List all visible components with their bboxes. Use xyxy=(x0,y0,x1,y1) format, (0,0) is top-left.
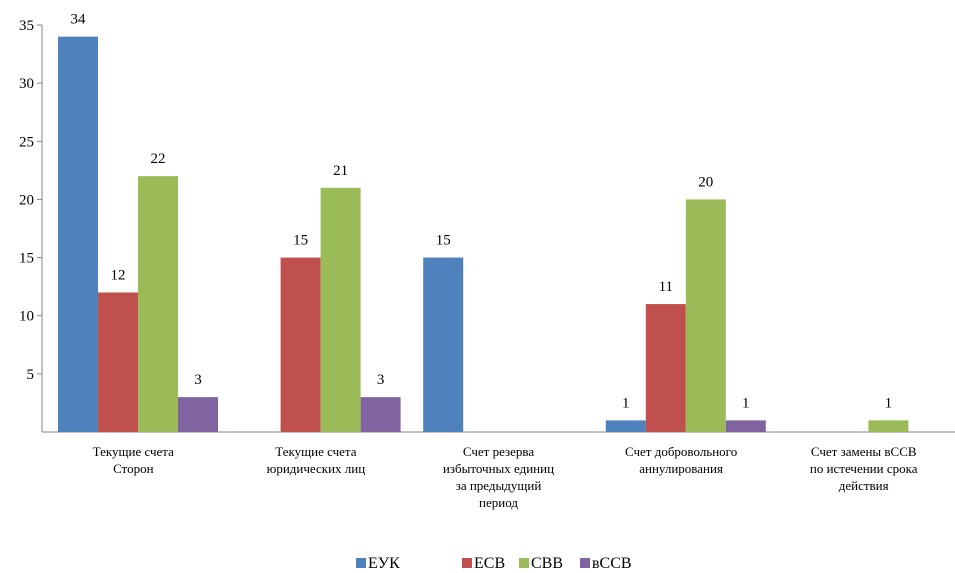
x-category-label-line: Счет добровольного xyxy=(625,444,737,459)
data-label: 3 xyxy=(377,372,385,388)
x-category-label-line: Счет резерва xyxy=(463,444,535,459)
bar xyxy=(725,420,766,432)
bar xyxy=(645,304,686,432)
data-label: 34 xyxy=(71,12,87,28)
y-tick-label: 30 xyxy=(19,76,34,92)
bar xyxy=(685,199,726,432)
legend-swatch xyxy=(580,558,590,568)
y-tick-label: 35 xyxy=(19,18,34,34)
data-label: 11 xyxy=(659,279,673,295)
x-category-label: Текущие счета Сторон xyxy=(93,444,174,476)
x-category-label-line: избыточных единиц xyxy=(443,461,554,476)
data-label: 22 xyxy=(151,151,166,167)
x-category-label: Счет резерва избыточных единиц за предыдущ… xyxy=(443,444,554,510)
y-tick-label: 25 xyxy=(19,134,34,150)
bar xyxy=(868,420,909,432)
bar xyxy=(178,397,218,432)
x-category-label-line: по истечении срока xyxy=(810,461,918,476)
x-category-label-line: Текущие счета xyxy=(93,444,174,459)
x-category-label-line: за предыдущий xyxy=(456,478,542,493)
legend-label: СВВ xyxy=(531,555,563,572)
x-category-label-line: действия xyxy=(839,478,889,493)
x-category-label: Счет замены вССВ по истечении срока действ… xyxy=(810,444,918,493)
x-category-label-line: Текущие счета xyxy=(275,444,356,459)
data-label: 15 xyxy=(436,233,451,249)
data-label: 20 xyxy=(698,174,713,190)
x-category-label-line: юридических лиц xyxy=(267,461,366,476)
legend-swatch xyxy=(519,558,529,568)
bar xyxy=(280,257,321,432)
y-tick-label: 10 xyxy=(19,309,34,325)
legend-label: ЕСВ xyxy=(474,555,505,572)
x-category-label-line: Сторон xyxy=(113,461,154,476)
y-tick-label: 15 xyxy=(19,251,34,267)
bar xyxy=(320,187,361,432)
data-label: 21 xyxy=(333,163,348,179)
category-labels: Текущие счета Сторон Текущие счета юридичес… xyxy=(93,444,918,510)
bar xyxy=(605,420,646,432)
legend: ЕУК ЕСВ СВВ вССВ xyxy=(356,555,632,572)
bar xyxy=(58,36,98,432)
bars xyxy=(58,36,909,432)
x-category-label: Текущие счета юридических лиц xyxy=(267,444,366,476)
x-category-label: Счет добровольного аннулирования xyxy=(625,444,737,476)
bar xyxy=(98,292,138,432)
legend-swatch xyxy=(462,558,472,568)
legend-swatch xyxy=(356,558,366,568)
data-label: 1 xyxy=(742,395,750,411)
x-category-label-line: Счет замены вССВ xyxy=(811,444,917,459)
x-category-label-line: период xyxy=(479,495,518,510)
y-tick-label: 20 xyxy=(19,192,34,208)
data-label: 3 xyxy=(194,372,202,388)
y-tick-label: 5 xyxy=(27,367,35,383)
legend-label: ЕУК xyxy=(368,555,400,572)
x-category-label-line: аннулирования xyxy=(639,461,723,476)
data-label: 15 xyxy=(293,233,308,249)
bar xyxy=(138,176,178,432)
data-label: 12 xyxy=(111,267,126,283)
bar xyxy=(423,257,464,432)
legend-label: вССВ xyxy=(592,555,632,572)
data-label: 1 xyxy=(622,395,630,411)
bar xyxy=(360,397,401,432)
data-label: 1 xyxy=(885,395,893,411)
